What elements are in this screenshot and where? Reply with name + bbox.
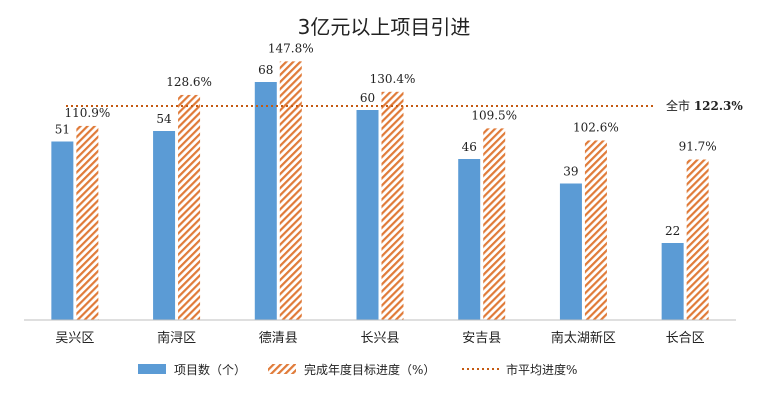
data-label-project-count: 22 bbox=[665, 224, 680, 238]
data-label-project-count: 60 bbox=[360, 91, 375, 105]
x-tick-label: 吴兴区 bbox=[55, 331, 94, 346]
legend: 项目数（个） 完成年度目标进度（%） 市平均进度% bbox=[138, 362, 577, 377]
bar-progress bbox=[381, 91, 404, 320]
legend-swatch-project-count bbox=[138, 364, 166, 374]
legend-label-reference-line: 市平均进度% bbox=[506, 362, 577, 377]
data-label-progress: 128.6% bbox=[166, 75, 212, 89]
x-tick-label: 安吉县 bbox=[462, 331, 501, 346]
data-label-project-count: 46 bbox=[462, 140, 477, 154]
bar-progress bbox=[483, 128, 506, 320]
data-label-project-count: 54 bbox=[156, 112, 172, 126]
reference-line-label: 全市 122.3% bbox=[666, 98, 743, 113]
chart-title: 3亿元以上项目引进 bbox=[298, 15, 471, 39]
bar-project-count bbox=[51, 141, 74, 320]
data-label-progress: 147.8% bbox=[268, 41, 314, 55]
bar-progress bbox=[584, 140, 607, 320]
x-tick-label: 德清县 bbox=[259, 331, 298, 346]
data-label-progress: 102.6% bbox=[573, 120, 619, 134]
x-tick-label: 南浔区 bbox=[157, 330, 196, 346]
data-label-progress: 109.5% bbox=[471, 108, 517, 122]
x-tick-label: 南太湖新区 bbox=[551, 330, 616, 346]
legend-label-progress: 完成年度目标进度（%） bbox=[304, 362, 435, 377]
bar-project-count bbox=[661, 243, 684, 320]
bar-project-count bbox=[559, 183, 582, 320]
data-label-project-count: 68 bbox=[258, 63, 273, 77]
legend-label-project-count: 项目数（个） bbox=[174, 362, 246, 377]
bar-progress bbox=[279, 61, 302, 320]
data-label-project-count: 51 bbox=[55, 123, 70, 137]
legend-swatch-progress bbox=[268, 364, 296, 374]
bar-project-count bbox=[254, 82, 277, 320]
data-label-project-count: 39 bbox=[563, 165, 578, 179]
data-label-progress: 91.7% bbox=[679, 140, 717, 154]
bar-project-count bbox=[458, 159, 481, 320]
x-tick-label: 长兴县 bbox=[360, 331, 399, 346]
x-tick-label: 长合区 bbox=[666, 331, 705, 346]
data-label-progress: 110.9% bbox=[64, 106, 110, 120]
bar-progress bbox=[76, 125, 99, 320]
bar-progress bbox=[178, 94, 201, 320]
data-label-progress: 130.4% bbox=[370, 72, 416, 86]
plot-area: 51 110.9% 吴兴区 54 128.6% 南浔区 68 147.8% 德清县 60 130.4… bbox=[24, 41, 743, 346]
bar-progress bbox=[686, 159, 709, 320]
bar-project-count bbox=[153, 131, 176, 320]
bar-project-count bbox=[356, 110, 379, 320]
